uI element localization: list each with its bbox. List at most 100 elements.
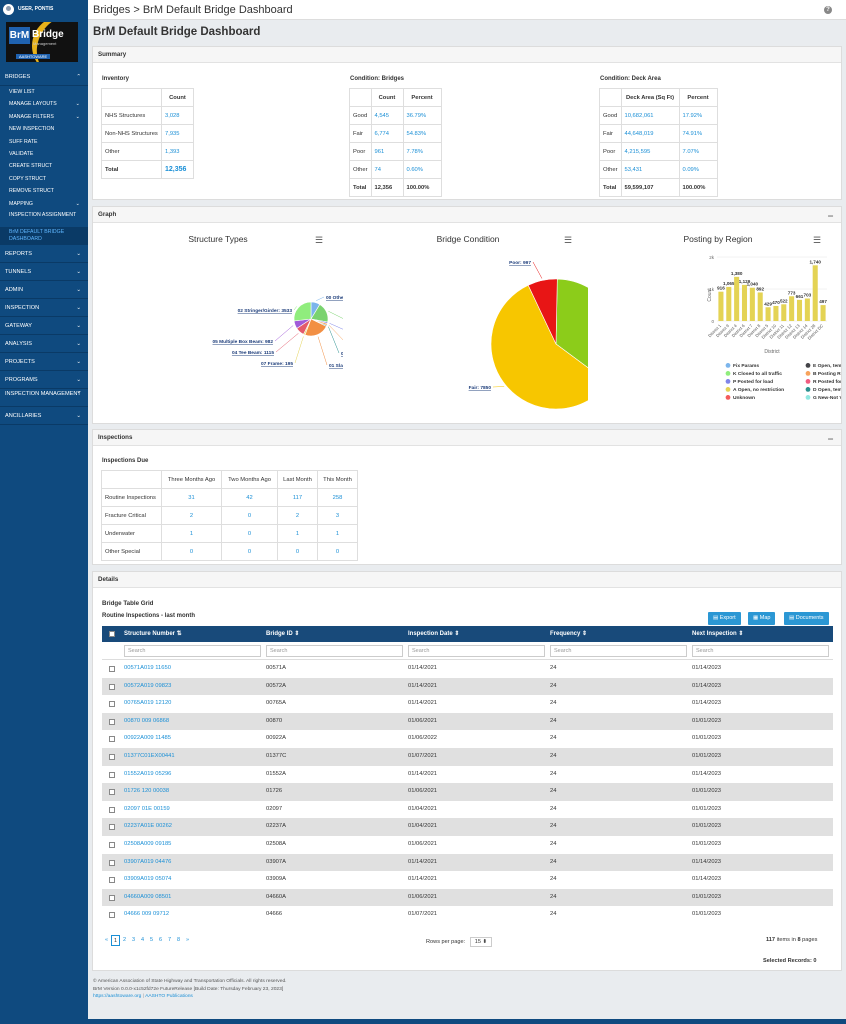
bar-district-dc[interactable] xyxy=(820,305,826,321)
row-value[interactable]: 961 xyxy=(370,142,404,161)
row-value[interactable]: 31 xyxy=(161,488,222,507)
search-filter-input[interactable]: Search xyxy=(692,645,829,657)
row-value[interactable]: 3,028 xyxy=(161,106,194,125)
structure-number-link[interactable]: 01726 120 00038 xyxy=(124,788,170,795)
export-button[interactable]: ▤ Export xyxy=(708,612,741,625)
page-2[interactable]: 2 xyxy=(122,937,127,943)
pie-slice-good[interactable] xyxy=(555,278,588,383)
nav-projects[interactable]: PROJECTS ⌄ xyxy=(0,353,88,371)
nav-sub-mapping[interactable]: MAPPING ⌄ xyxy=(0,198,88,210)
nav-sub-create-struct[interactable]: CREATE STRUCT xyxy=(0,160,88,172)
row-value[interactable]: 0 xyxy=(221,524,278,543)
row-value[interactable]: 17.92% xyxy=(678,106,718,125)
row-checkbox[interactable] xyxy=(109,859,115,866)
select-all-checkbox[interactable] xyxy=(109,631,115,637)
row-checkbox[interactable] xyxy=(109,753,115,760)
nav-tunnels[interactable]: TUNNELS ⌄ xyxy=(0,263,88,281)
row-value[interactable]: 0 xyxy=(221,542,278,561)
nav-gateway[interactable]: GATEWAY ⌄ xyxy=(0,317,88,335)
structure-number-link[interactable]: 00870 009 06868 xyxy=(124,717,170,724)
nav-sub-brm-default-bridge-dashboard[interactable]: BrM DEFAULT BRIDGE DASHBOARD xyxy=(0,226,88,245)
nav-inspection-management[interactable]: INSPECTION MANAGEMENT ⌄ xyxy=(0,389,88,407)
table-row[interactable]: 00765A019 12120 00765A 01/14/2021 24 01/14/2… xyxy=(102,695,833,713)
pie-slice-fair[interactable] xyxy=(490,284,588,410)
row-value[interactable]: 10,682,061 xyxy=(620,106,680,125)
row-value[interactable]: 0.60% xyxy=(402,160,442,179)
user-menu[interactable]: USER, PONTIS xyxy=(0,0,88,18)
page-7[interactable]: 7 xyxy=(167,937,172,943)
page-1[interactable]: 1 xyxy=(111,935,120,946)
bar-district-9[interactable] xyxy=(726,286,732,321)
row-value[interactable]: 12,356 xyxy=(161,160,194,179)
row-value[interactable]: 0 xyxy=(221,506,278,525)
page-4[interactable]: 4 xyxy=(140,937,145,943)
row-value[interactable]: 54.83% xyxy=(402,124,442,143)
row-value[interactable]: 42 xyxy=(221,488,278,507)
bar-district-4[interactable] xyxy=(734,276,740,321)
chart-menu-icon[interactable]: ☰ xyxy=(813,235,822,245)
table-row[interactable]: 01552A019 05296 01552A 01/14/2021 24 01/14/2… xyxy=(102,766,833,784)
nav-inspection[interactable]: INSPECTION ⌄ xyxy=(0,299,88,317)
table-row[interactable]: 00571A019 11650 00571A 01/14/2021 24 01/14/2… xyxy=(102,660,833,678)
table-row[interactable]: 01726 120 00038 01726 01/06/2021 24 01/01/20… xyxy=(102,783,833,801)
row-value[interactable]: 74 xyxy=(370,160,404,179)
nav-sub-manage-filters[interactable]: MANAGE FILTERS ⌄ xyxy=(0,111,88,123)
nav-sub-validate[interactable]: VALIDATE xyxy=(0,148,88,160)
nav-reports[interactable]: REPORTS ⌄ xyxy=(0,245,88,263)
row-value[interactable]: 53,431 xyxy=(620,160,680,179)
column-header-bridge-id[interactable]: Bridge ID ⇕ xyxy=(266,626,299,642)
structure-number-link[interactable]: 00922A009 11485 xyxy=(124,735,171,742)
row-value[interactable]: 1 xyxy=(277,524,318,543)
structure-number-link[interactable]: 01377C01EX00441 xyxy=(124,752,175,759)
legend-item[interactable]: B Posting Recommended xyxy=(813,371,841,377)
row-value[interactable]: 3 xyxy=(317,506,358,525)
table-row[interactable]: 02508A009 09185 02508A 01/06/2021 24 01/01/2… xyxy=(102,836,833,854)
bar-district-13[interactable] xyxy=(796,299,803,321)
row-value[interactable]: 7,935 xyxy=(161,124,194,143)
row-checkbox[interactable] xyxy=(109,718,115,725)
legend-item[interactable]: G New-Not Yet Open xyxy=(813,395,841,401)
nav-bridges[interactable]: BRIDGES ⌃ xyxy=(0,68,88,86)
bar-district-12[interactable] xyxy=(789,296,795,321)
row-checkbox[interactable] xyxy=(109,771,115,778)
prev-page-button[interactable]: « xyxy=(104,937,109,943)
table-row[interactable]: 00922A009 11485 00922A 01/06/2022 24 01/01/2… xyxy=(102,730,833,748)
search-filter-input[interactable]: Search xyxy=(124,645,261,657)
documents-button[interactable]: ▤ Documents xyxy=(784,612,829,625)
row-value[interactable]: 44,648,019 xyxy=(620,124,680,143)
page-6[interactable]: 6 xyxy=(158,937,163,943)
row-value[interactable]: 2 xyxy=(277,506,318,525)
pie-slice-poor[interactable] xyxy=(527,278,558,345)
legend-item[interactable]: P Posted for load xyxy=(733,379,773,385)
nav-ancillaries[interactable]: ANCILLARIES ⌄ xyxy=(0,407,88,425)
legend-item[interactable]: Fix Params xyxy=(733,363,759,369)
table-row[interactable]: 00572A019 09823 00572A 01/14/2021 24 01/14/2… xyxy=(102,677,833,696)
row-checkbox[interactable] xyxy=(109,824,115,831)
column-header-structure-number[interactable]: Structure Number ⇅ xyxy=(124,626,182,642)
help-icon[interactable]: ? xyxy=(824,6,832,14)
structure-number-link[interactable]: 02097 01E 00159 xyxy=(124,805,170,812)
page-5[interactable]: 5 xyxy=(149,937,154,943)
structure-number-link[interactable]: 00571A019 11650 xyxy=(124,665,171,671)
table-row[interactable]: 01377C01EX00441 01377C 01/07/2021 24 01/01/2… xyxy=(102,747,833,766)
table-row[interactable]: 02097 01E 00159 02097 01/04/2021 24 01/01/20… xyxy=(102,801,833,819)
row-value[interactable]: 100.00% xyxy=(678,178,718,197)
row-checkbox[interactable] xyxy=(109,736,115,743)
nav-sub-suff-rate[interactable]: SUFF RATE xyxy=(0,136,88,148)
nav-sub-remove-struct[interactable]: REMOVE STRUCT xyxy=(0,185,88,197)
search-filter-input[interactable]: Search xyxy=(266,645,403,657)
legend-item[interactable]: Unknown xyxy=(733,395,755,401)
column-header-next-inspection[interactable]: Next Inspection ⇕ xyxy=(692,626,743,642)
row-checkbox[interactable] xyxy=(109,806,115,813)
nav-sub-view-list[interactable]: VIEW LIST xyxy=(0,86,88,98)
row-value[interactable]: 59,599,107 xyxy=(620,178,680,197)
map-button[interactable]: ▦ Map xyxy=(748,612,776,625)
nav-sub-new-inspection[interactable]: NEW INSPECTION xyxy=(0,123,88,135)
structure-number-link[interactable]: 01552A019 05296 xyxy=(124,770,172,777)
aashtoware-link[interactable]: https://aashtoware.org xyxy=(93,994,142,999)
row-checkbox[interactable] xyxy=(109,789,115,796)
row-value[interactable]: 0.09% xyxy=(678,160,718,179)
column-header-frequency[interactable]: Frequency ⇕ xyxy=(550,626,587,642)
table-row[interactable]: 04660A009 08501 04660A 01/06/2021 24 01/01/2… xyxy=(102,888,833,907)
structure-number-link[interactable]: 00572A019 09823 xyxy=(124,682,172,689)
